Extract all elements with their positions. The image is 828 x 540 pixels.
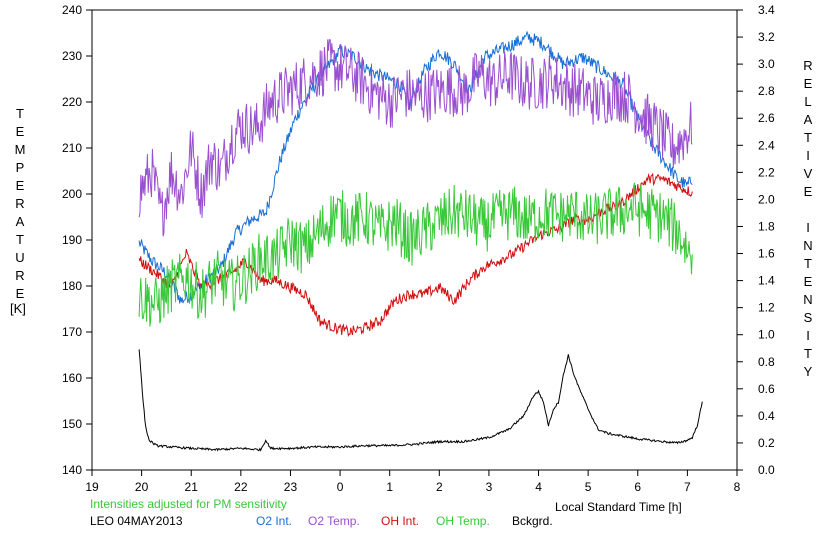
- y-left-tick-label: 180: [62, 279, 82, 293]
- x-tick-label: 8: [734, 480, 741, 494]
- series-line-o2-int: [138, 30, 693, 304]
- legend-entry: Bckgrd.: [512, 514, 553, 528]
- axis-label-letter: T: [804, 346, 812, 361]
- y-right-tick-label: 2.0: [758, 192, 775, 206]
- legend-entry: OH Temp.: [436, 514, 490, 528]
- legend-entry: O2 Int.: [256, 514, 292, 528]
- y-right-tick-label: 1.8: [758, 219, 775, 233]
- series-line-oh-int: [138, 172, 693, 338]
- axis-label-letter: Y: [804, 364, 813, 379]
- y-left-tick-label: 150: [62, 417, 82, 431]
- x-tick-label: 22: [234, 480, 248, 494]
- y-right-tick-label: 0.6: [758, 382, 775, 396]
- axis-label-letter: I: [806, 220, 810, 235]
- y-right-tick-label: 3.2: [758, 30, 775, 44]
- y-right-tick-label: 1.2: [758, 301, 775, 315]
- y-right-tick-label: 2.2: [758, 165, 775, 179]
- x-tick-label: 4: [535, 480, 542, 494]
- axis-label-letter: N: [803, 238, 812, 253]
- y-left-tick-label: 170: [62, 325, 82, 339]
- axis-label-letter: U: [15, 250, 24, 265]
- axis-label-letter: E: [804, 274, 813, 289]
- axis-label-letter: T: [16, 232, 24, 247]
- y-axis-right: 0.0 0.2 0.4 0.6 0.8 1.0 1.2 1.4 1.6 1.8 2.0 2.2 2.4 2…: [737, 3, 775, 477]
- axis-label-letter: R: [15, 196, 24, 211]
- axis-label-letter: E: [16, 286, 25, 301]
- axis-label-letter: S: [804, 310, 813, 325]
- y-left-tick-label: 200: [62, 187, 82, 201]
- y-right-tick-label: 0.2: [758, 436, 775, 450]
- axis-label-letter: A: [804, 112, 813, 127]
- y-right-tick-label: 1.0: [758, 328, 775, 342]
- station-label: LEO 04MAY2013: [90, 514, 183, 528]
- y-right-tick-label: 2.4: [758, 138, 775, 152]
- axis-label-letter: E: [804, 184, 813, 199]
- y-axis-left-unit: [K]: [10, 301, 26, 316]
- axis-label-letter: R: [803, 58, 812, 73]
- y-right-tick-label: 0.0: [758, 463, 775, 477]
- y-right-tick-label: 0.8: [758, 355, 775, 369]
- x-tick-label: 1: [386, 480, 393, 494]
- y-left-tick-label: 190: [62, 233, 82, 247]
- series-layer: [138, 30, 703, 452]
- sensitivity-note: Intensities adjusted for PM sensitivity: [90, 497, 287, 511]
- y-left-tick-label: 140: [62, 463, 82, 477]
- y-left-tick-label: 220: [62, 95, 82, 109]
- y-left-tick-label: 230: [62, 49, 82, 63]
- axis-label-letter: T: [16, 106, 24, 121]
- legend: O2 Int. O2 Temp. OH Int. OH Temp. Bckgrd.: [256, 514, 553, 528]
- y-right-tick-label: 2.6: [758, 111, 775, 125]
- legend-entry: OH Int.: [381, 514, 419, 528]
- axis-label-letter: I: [806, 328, 810, 343]
- axis-label-letter: T: [804, 256, 812, 271]
- y-right-tick-label: 2.8: [758, 84, 775, 98]
- x-tick-label: 2: [436, 480, 443, 494]
- y-right-tick-label: 3.0: [758, 57, 775, 71]
- axis-label-letter: I: [806, 148, 810, 163]
- series-line-bckgrd: [138, 349, 703, 452]
- y-axis-left: 140 150 160 170 180 190 200 210 220 230 240: [62, 3, 92, 477]
- axis-label-letter: E: [16, 124, 25, 139]
- axis-label-letter: P: [16, 160, 25, 175]
- x-tick-label: 19: [85, 480, 99, 494]
- axis-label-letter: E: [804, 76, 813, 91]
- x-tick-label: 3: [486, 480, 493, 494]
- y-left-tick-label: 210: [62, 141, 82, 155]
- y-right-tick-label: 0.4: [758, 409, 775, 423]
- legend-entry: O2 Temp.: [308, 514, 360, 528]
- axis-label-letter: V: [804, 166, 813, 181]
- y-left-tick-label: 240: [62, 3, 82, 17]
- y-right-tick-label: 1.4: [758, 274, 775, 288]
- axis-label-letter: T: [804, 130, 812, 145]
- x-tick-label: 23: [284, 480, 298, 494]
- axis-label-letter: E: [16, 178, 25, 193]
- axis-label-letter: A: [16, 214, 25, 229]
- x-axis: 19 20 21 22 23 0 1 2 3 4 5 6 7 8: [85, 470, 741, 494]
- y-right-tick-label: 1.6: [758, 247, 775, 261]
- x-tick-label: 5: [585, 480, 592, 494]
- x-tick-label: 0: [337, 480, 344, 494]
- x-axis-label: Local Standard Time [h]: [555, 500, 682, 514]
- axis-label-letter: L: [804, 94, 811, 109]
- series-line-oh-temp: [138, 182, 693, 327]
- x-tick-label: 20: [135, 480, 149, 494]
- series-line-o2-temp: [138, 39, 693, 237]
- x-tick-label: 6: [634, 480, 641, 494]
- axis-label-letter: N: [803, 292, 812, 307]
- x-tick-label: 7: [684, 480, 691, 494]
- y-right-tick-label: 3.4: [758, 3, 775, 17]
- x-tick-label: 21: [185, 480, 199, 494]
- axis-label-letter: R: [15, 268, 24, 283]
- y-left-tick-label: 160: [62, 371, 82, 385]
- axis-label-letter: M: [15, 142, 26, 157]
